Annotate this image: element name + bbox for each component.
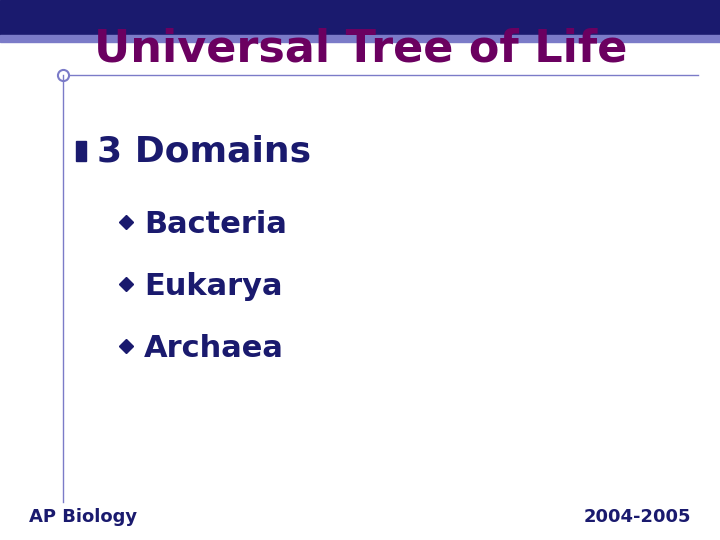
Text: Bacteria: Bacteria bbox=[144, 210, 287, 239]
Text: 2004-2005: 2004-2005 bbox=[584, 509, 691, 526]
Bar bbox=[76, 141, 86, 161]
Text: Archaea: Archaea bbox=[144, 334, 284, 363]
Bar bbox=[0, 35, 720, 42]
Text: AP Biology: AP Biology bbox=[29, 509, 137, 526]
Bar bbox=[0, 0, 720, 35]
Text: 3 Domains: 3 Domains bbox=[97, 134, 311, 168]
Text: Universal Tree of Life: Universal Tree of Life bbox=[94, 27, 627, 70]
Text: Eukarya: Eukarya bbox=[144, 272, 282, 301]
